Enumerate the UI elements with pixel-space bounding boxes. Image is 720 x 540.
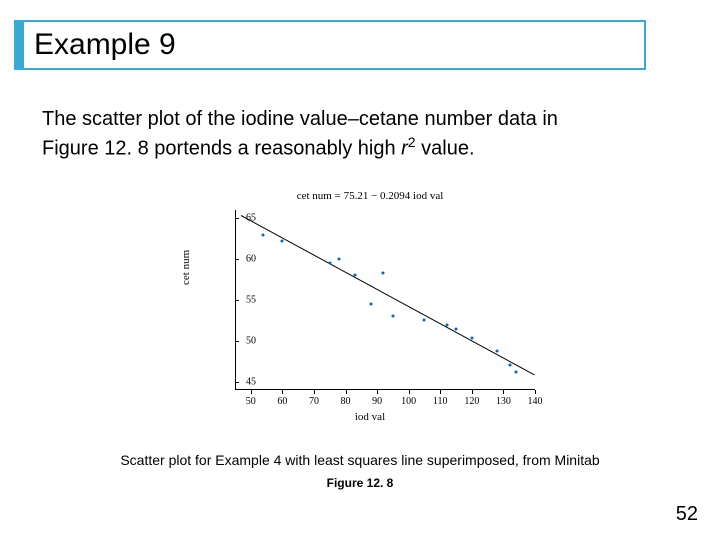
data-point (354, 274, 357, 277)
xtick-label: 130 (496, 396, 511, 407)
xtick-label: 50 (246, 396, 256, 407)
xtick (314, 390, 315, 394)
data-point (391, 315, 394, 318)
xtick (472, 390, 473, 394)
ytick (235, 218, 239, 219)
body-paragraph: The scatter plot of the iodine value–cet… (42, 106, 652, 163)
xtick-label: 70 (309, 396, 319, 407)
data-point (328, 262, 331, 265)
ytick (235, 300, 239, 301)
xtick (346, 390, 347, 394)
ytick (235, 382, 239, 383)
data-point (445, 323, 448, 326)
data-point (382, 272, 385, 275)
ytick (235, 341, 239, 342)
xtick (251, 390, 252, 394)
chart-ylabel: cet num (180, 250, 192, 285)
data-point (281, 240, 284, 243)
page-title: Example 9 (34, 28, 176, 62)
page-number: 52 (676, 503, 698, 526)
xtick-label: 90 (372, 396, 382, 407)
chart-equation: cet num = 75.21 − 0.2094 iod val (180, 190, 560, 202)
body-r: r (401, 138, 408, 160)
data-point (496, 349, 499, 352)
data-point (508, 364, 511, 367)
title-bar: Example 9 (14, 20, 646, 70)
xtick-label: 140 (528, 396, 543, 407)
xtick (535, 390, 536, 394)
xtick (409, 390, 410, 394)
data-point (470, 337, 473, 340)
xtick-label: 100 (401, 396, 416, 407)
data-point (515, 371, 518, 374)
xtick-label: 120 (464, 396, 479, 407)
ytick (235, 259, 239, 260)
xtick-label: 60 (277, 396, 287, 407)
ytick-label: 60 (246, 254, 256, 265)
body-line2b: value. (416, 138, 475, 160)
title-accent (14, 20, 24, 70)
xtick-label: 110 (433, 396, 448, 407)
figure-label: Figure 12. 8 (0, 476, 720, 490)
xtick (282, 390, 283, 394)
xtick (503, 390, 504, 394)
data-point (369, 303, 372, 306)
data-point (262, 233, 265, 236)
body-sup: 2 (408, 134, 416, 150)
xtick (440, 390, 441, 394)
ytick-label: 55 (246, 295, 256, 306)
xtick (377, 390, 378, 394)
ytick-label: 45 (246, 376, 256, 387)
body-line2a: Figure 12. 8 portends a reasonably high (42, 138, 401, 160)
chart-xlabel: iod val (180, 411, 560, 423)
xtick-label: 80 (341, 396, 351, 407)
scatter-chart: cet num = 75.21 − 0.2094 iod val cet num… (180, 190, 560, 425)
data-point (455, 327, 458, 330)
data-point (423, 319, 426, 322)
ytick-label: 50 (246, 335, 256, 346)
body-line1: The scatter plot of the iodine value–cet… (42, 108, 558, 130)
data-point (338, 258, 341, 261)
figure-caption: Scatter plot for Example 4 with least sq… (0, 452, 720, 468)
